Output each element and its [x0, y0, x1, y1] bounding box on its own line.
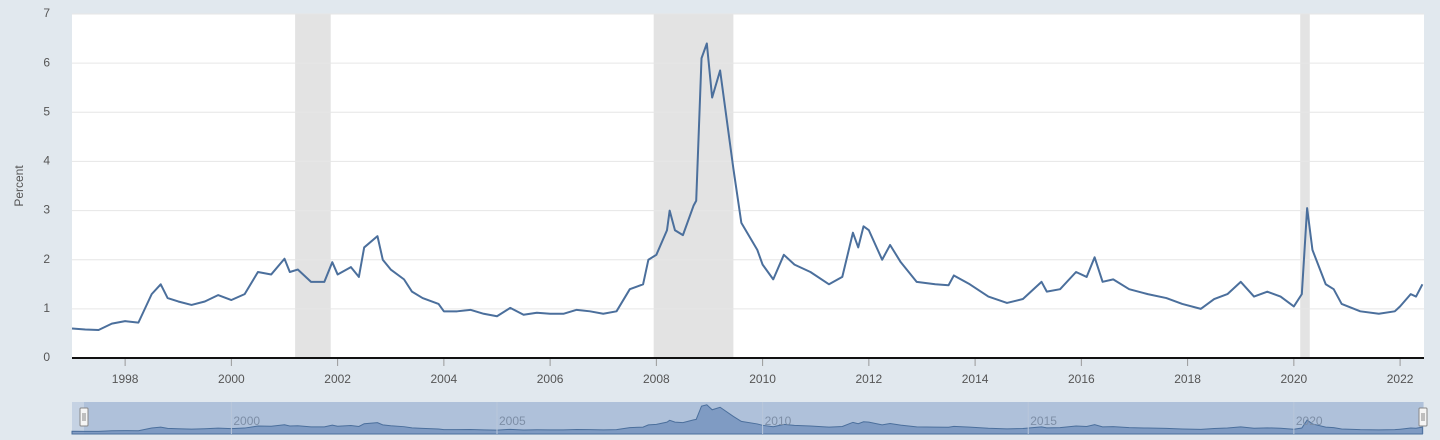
- y-tick-label: 7: [43, 6, 50, 20]
- navigator-tick-label: 2010: [765, 414, 792, 428]
- navigator-tick-label: 2015: [1030, 414, 1057, 428]
- y-tick-label: 4: [43, 154, 50, 168]
- x-tick-label: 2010: [749, 372, 776, 386]
- x-tick-label: 2022: [1387, 372, 1414, 386]
- y-tick-label: 2: [43, 252, 50, 266]
- y-tick-label: 5: [43, 104, 50, 118]
- navigator-tick-label: 2005: [499, 414, 526, 428]
- navigator[interactable]: 2000 2005 2010 2015 2020: [71, 402, 1428, 435]
- recession-band: [653, 14, 734, 358]
- x-tick-label: 2008: [643, 372, 670, 386]
- plot-area: [72, 14, 1424, 358]
- y-tick-label: 3: [43, 203, 50, 217]
- navigator-handle[interactable]: [1418, 407, 1428, 427]
- recession-band: [295, 14, 331, 358]
- navigator-handle[interactable]: [79, 407, 89, 427]
- x-tick-label: 2012: [856, 372, 883, 386]
- y-tick-label: 6: [43, 55, 50, 69]
- x-tick-label: 2018: [1174, 372, 1201, 386]
- data-line: [71, 42, 1424, 331]
- y-axis-label: Percent: [12, 165, 26, 207]
- x-tick-label: 2006: [537, 372, 564, 386]
- x-tick-label: 2000: [218, 372, 245, 386]
- y-tick-label: 1: [43, 301, 50, 315]
- x-tick-label: 2020: [1280, 372, 1307, 386]
- x-tick-label: 2002: [324, 372, 351, 386]
- x-tick-label: 2016: [1068, 372, 1095, 386]
- navigator-tick-label: 2020: [1296, 414, 1323, 428]
- x-tick-label: 1998: [112, 372, 139, 386]
- navigator-area: [71, 404, 1423, 435]
- navigator-tick-label: 2000: [233, 414, 260, 428]
- x-tick-label: 2014: [962, 372, 989, 386]
- recession-band: [1300, 14, 1310, 358]
- y-tick-label: 0: [43, 350, 50, 364]
- x-tick-label: 2004: [431, 372, 458, 386]
